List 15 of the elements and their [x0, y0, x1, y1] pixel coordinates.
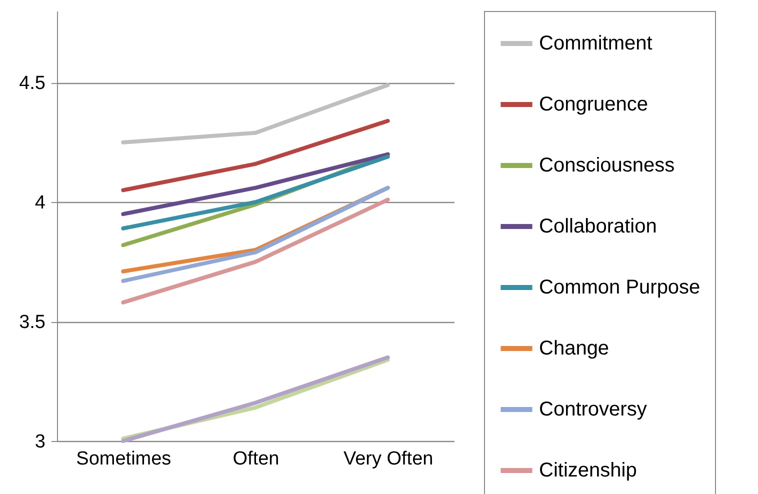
x-tick-label: Very Often	[343, 448, 434, 470]
y-tick-label: 4	[34, 192, 46, 214]
x-tick-label: Often	[232, 448, 280, 470]
legend-label: Common Purpose	[539, 276, 700, 298]
y-tick-label: 4.5	[19, 73, 46, 94]
legend-label: Collaboration	[539, 216, 657, 238]
legend-label: Consciousness	[539, 154, 675, 176]
x-tick-label: Sometimes	[76, 448, 172, 470]
y-tick-label: 3.5	[19, 312, 46, 334]
y-tick-label: 3	[34, 432, 46, 452]
legend-label: Commitment	[539, 32, 653, 54]
legend-label: Congruence	[539, 94, 648, 116]
legend-label: Citizenship	[539, 460, 637, 482]
legend-label: Change	[539, 338, 610, 360]
legend-label: Controversy	[539, 398, 647, 420]
